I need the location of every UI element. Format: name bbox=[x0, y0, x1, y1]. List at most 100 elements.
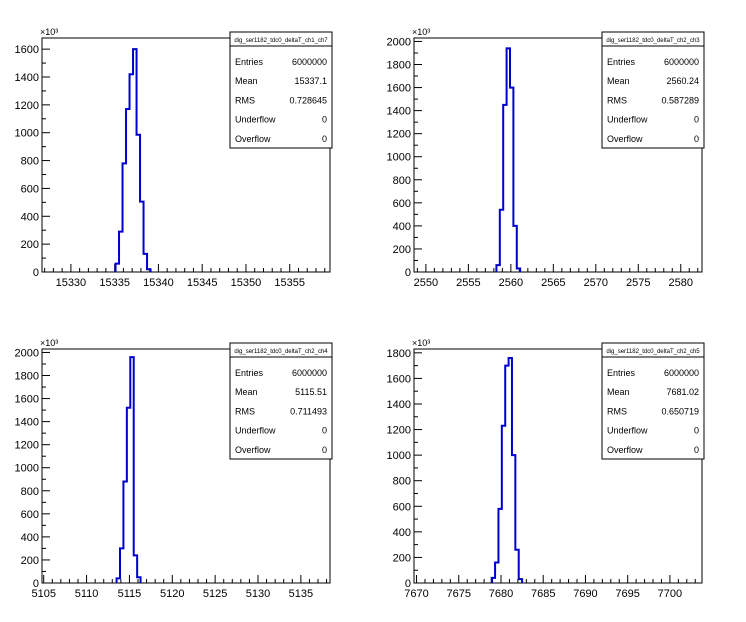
y-tick-label: 800 bbox=[393, 476, 411, 488]
x-tick-label: 5135 bbox=[289, 588, 313, 600]
x-tick-label: 2575 bbox=[626, 277, 650, 289]
stats-box-frame bbox=[229, 342, 333, 460]
stats-row-label: Entries bbox=[235, 57, 264, 67]
stats-title: dig_ser1182_tdc0_deltaT_ch2_ch4 bbox=[234, 349, 328, 355]
x-tick-label: 15345 bbox=[187, 277, 218, 289]
stats-box-frame bbox=[229, 31, 333, 149]
stats-row-value: 0.650719 bbox=[661, 406, 699, 416]
histogram-svg: 0 200 400 600 800 1000 1200 1400 1600 1800 2000 510… bbox=[15, 338, 333, 600]
stats-row-value: 0 bbox=[322, 115, 327, 125]
stats-row-label: Mean bbox=[235, 387, 258, 397]
histogram-svg: 0 200 400 600 800 1000 1200 1400 1600 1800 2000 255… bbox=[387, 27, 705, 289]
y-tick-label: 400 bbox=[21, 211, 39, 223]
y-tick-label: 800 bbox=[21, 486, 39, 498]
y-tick-label: 800 bbox=[21, 156, 39, 168]
x-tick-label: 7695 bbox=[615, 588, 639, 600]
stats-row-value: 6000000 bbox=[664, 57, 699, 67]
plot-frame bbox=[41, 37, 331, 273]
stats-title: dig_ser1182_tdc0_deltaT_ch2_ch5 bbox=[606, 349, 700, 355]
y-tick-label: 1600 bbox=[15, 394, 39, 406]
stats-row-value: 0.587289 bbox=[661, 95, 699, 105]
x-tick-label: 7670 bbox=[404, 588, 428, 600]
stats-row-label: Underflow bbox=[235, 115, 276, 125]
x-tick-label: 15350 bbox=[231, 277, 262, 289]
y-tick-label: 1600 bbox=[387, 373, 411, 385]
stats-row-value: 0 bbox=[694, 115, 699, 125]
stats-row-value: 0 bbox=[322, 134, 327, 144]
x-tick-label: 2570 bbox=[584, 277, 608, 289]
histogram-line bbox=[495, 47, 522, 272]
stats-row-label: RMS bbox=[607, 95, 627, 105]
x-tick-label: 2550 bbox=[414, 277, 438, 289]
x-tick-label: 7680 bbox=[489, 588, 513, 600]
stats-row-value: 0 bbox=[322, 445, 327, 455]
y-tick-label: 200 bbox=[393, 244, 411, 256]
y-tick-label: 200 bbox=[21, 555, 39, 567]
y-tick-label: 400 bbox=[21, 532, 39, 544]
x-tick-label: 15340 bbox=[143, 277, 174, 289]
stats-row-value: 6000000 bbox=[292, 368, 327, 378]
stats-box-frame bbox=[601, 342, 705, 460]
stats-row-value: 6000000 bbox=[664, 368, 699, 378]
stats-row-value: 0 bbox=[322, 426, 327, 436]
x-tick-label: 15335 bbox=[99, 277, 130, 289]
stats-row-label: Overflow bbox=[607, 134, 643, 144]
histogram-svg: 0 200 400 600 800 1000 1200 1400 1600 1800 7670 767… bbox=[387, 338, 705, 600]
x-tick-label: 2555 bbox=[456, 277, 480, 289]
y-tick-label: 800 bbox=[393, 175, 411, 187]
y-tick-label: 600 bbox=[393, 198, 411, 210]
y-exponent-label: ×10³ bbox=[412, 27, 430, 37]
stats-row-value: 0.711493 bbox=[290, 406, 327, 416]
y-tick-label: 0 bbox=[405, 578, 411, 590]
histogram-pad-ch1-ch7: 0 200 400 600 800 1000 1200 1400 1600 15330 15335 1… bbox=[0, 20, 340, 292]
x-tick-label: 2560 bbox=[499, 277, 523, 289]
stats-row-label: RMS bbox=[607, 406, 627, 416]
stats-box: dig_ser1182_tdc0_deltaT_ch2_ch4 Entries 60… bbox=[229, 342, 333, 460]
stats-row-value: 0 bbox=[694, 134, 699, 144]
stats-row-label: Underflow bbox=[235, 426, 276, 436]
stats-row-label: RMS bbox=[235, 95, 255, 105]
stats-row-value: 2560.24 bbox=[666, 76, 699, 86]
x-tick-label: 5130 bbox=[246, 588, 270, 600]
y-tick-label: 1600 bbox=[387, 83, 411, 95]
y-tick-label: 0 bbox=[405, 267, 411, 279]
y-tick-label: 1000 bbox=[387, 152, 411, 164]
stats-row-label: Overflow bbox=[235, 445, 271, 455]
y-tick-label: 1400 bbox=[15, 72, 39, 84]
x-tick-label: 15330 bbox=[56, 277, 87, 289]
stats-row-label: Overflow bbox=[607, 445, 643, 455]
y-tick-label: 1200 bbox=[15, 440, 39, 452]
x-tick-label: 7690 bbox=[573, 588, 597, 600]
stats-row-value: 0 bbox=[694, 445, 699, 455]
stats-row-label: Underflow bbox=[607, 115, 648, 125]
plot-frame bbox=[413, 37, 703, 273]
y-tick-label: 600 bbox=[21, 183, 39, 195]
histogram-line bbox=[490, 356, 524, 583]
y-tick-label: 2000 bbox=[15, 347, 39, 359]
x-tick-label: 15355 bbox=[274, 277, 305, 289]
x-tick-label: 5125 bbox=[203, 588, 227, 600]
y-tick-label: 1200 bbox=[15, 100, 39, 112]
stats-row-label: RMS bbox=[235, 406, 255, 416]
x-tick-label: 7700 bbox=[658, 588, 682, 600]
stats-row-value: 5115.51 bbox=[295, 387, 327, 397]
stats-row-label: Mean bbox=[607, 387, 630, 397]
histogram-line bbox=[114, 48, 152, 272]
stats-row-label: Entries bbox=[607, 57, 636, 67]
histogram-pad-ch2-ch5: 0 200 400 600 800 1000 1200 1400 1600 1800 7670 767… bbox=[372, 331, 712, 603]
stats-row-label: Overflow bbox=[235, 134, 271, 144]
y-tick-label: 200 bbox=[393, 552, 411, 564]
y-tick-label: 1800 bbox=[15, 371, 39, 383]
y-tick-label: 1400 bbox=[387, 106, 411, 118]
stats-row-label: Entries bbox=[235, 368, 264, 378]
y-tick-label: 1400 bbox=[15, 417, 39, 429]
x-tick-label: 7675 bbox=[447, 588, 471, 600]
x-tick-label: 5105 bbox=[31, 588, 55, 600]
x-tick-label: 7685 bbox=[531, 588, 555, 600]
y-tick-label: 1400 bbox=[387, 399, 411, 411]
stats-box-frame bbox=[601, 31, 705, 149]
y-tick-label: 1000 bbox=[387, 450, 411, 462]
stats-title: dig_ser1182_tdc0_deltaT_ch1_ch7 bbox=[234, 38, 328, 44]
stats-row-label: Underflow bbox=[607, 426, 648, 436]
y-exponent-label: ×10³ bbox=[40, 27, 58, 37]
